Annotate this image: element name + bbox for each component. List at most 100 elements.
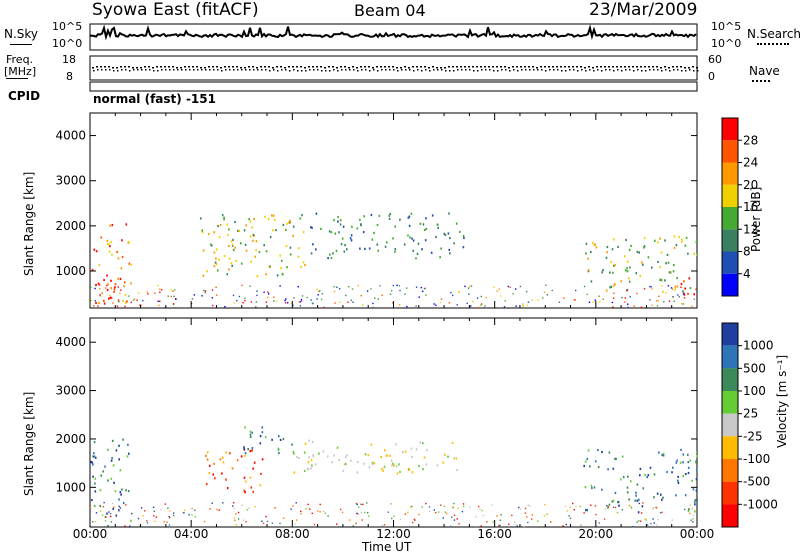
power-cell xyxy=(282,273,284,276)
power-cell xyxy=(106,239,109,242)
velocity-cell xyxy=(587,449,590,452)
freq-dot xyxy=(421,70,423,72)
velocity-cell xyxy=(292,450,295,453)
velocity-cell xyxy=(357,461,359,464)
power-cell xyxy=(663,301,665,303)
velocity-cell xyxy=(346,454,348,457)
nsky-label: N.Sky xyxy=(4,27,39,41)
velocity-cell xyxy=(428,506,431,508)
velocity-cell xyxy=(689,504,691,506)
power-cell xyxy=(664,239,666,242)
velocity-cell xyxy=(249,450,252,453)
power-cell xyxy=(109,245,111,248)
power-cell xyxy=(330,256,333,260)
power-cell xyxy=(592,301,595,303)
freq-dot xyxy=(617,69,619,71)
nave-dot xyxy=(564,66,566,68)
power-cell xyxy=(687,292,689,295)
velocity-cell xyxy=(452,506,454,508)
nave-dot xyxy=(96,66,98,68)
power-cell xyxy=(200,217,202,220)
velocity-cell xyxy=(236,459,239,462)
power-cell xyxy=(288,221,290,224)
velocity-cell xyxy=(412,521,414,524)
velocity-cell xyxy=(319,511,321,513)
velocity-cell xyxy=(182,511,184,514)
nave-dot xyxy=(116,67,118,69)
freq-dot xyxy=(521,69,523,71)
nave-dot xyxy=(520,66,522,68)
velocity-cell xyxy=(308,455,310,459)
velocity-cell xyxy=(456,518,458,520)
power-cell xyxy=(282,223,285,226)
power-cell xyxy=(284,299,286,302)
velocity-cell xyxy=(168,524,171,526)
freq-tick-bottom: 8 xyxy=(66,70,73,83)
power-cell xyxy=(472,300,474,303)
power-cell xyxy=(285,228,287,231)
freq-dot xyxy=(533,69,535,71)
power-cell xyxy=(463,236,465,240)
nave-dot xyxy=(376,66,378,68)
velocity-cell xyxy=(444,453,446,456)
freq-dot xyxy=(581,69,583,71)
velocity-cell xyxy=(213,462,215,465)
velocity-cell xyxy=(453,502,455,505)
nave-dot xyxy=(316,66,318,68)
power-cell xyxy=(112,302,114,304)
velocity-cell xyxy=(568,515,570,517)
velocity-cell xyxy=(671,519,673,521)
velocity-cell xyxy=(573,509,575,511)
freq-dot xyxy=(693,70,695,72)
power-cell xyxy=(106,288,109,292)
velocity-cell xyxy=(153,515,155,517)
nave-dot xyxy=(640,66,642,68)
power-cell xyxy=(120,267,123,270)
power-cell xyxy=(108,250,111,253)
power-cell xyxy=(399,218,401,221)
power-cell xyxy=(651,266,653,269)
power-cell xyxy=(116,305,119,307)
power-cell xyxy=(280,259,283,262)
power-cell xyxy=(243,229,246,232)
velocity-cell xyxy=(381,524,383,527)
velocity-cell xyxy=(529,505,531,507)
velocity-colorbar-segment xyxy=(722,459,738,482)
power-cell xyxy=(484,305,486,307)
power-cell xyxy=(114,283,117,286)
power-cell xyxy=(376,224,379,227)
power-cell xyxy=(289,219,291,222)
power-cell xyxy=(98,283,101,286)
velocity-cell xyxy=(656,492,659,495)
power-cell xyxy=(350,299,352,301)
velocity-cell xyxy=(642,487,645,490)
nsearch-tick-bottom: 10^0 xyxy=(711,37,742,50)
velocity-cell xyxy=(293,452,295,455)
power-cell xyxy=(672,270,675,273)
power-cell xyxy=(267,217,270,221)
nave-dot xyxy=(432,66,434,68)
power-cell xyxy=(403,243,406,246)
velocity-cell xyxy=(611,500,614,503)
freq-dot xyxy=(649,69,651,71)
power-cell xyxy=(681,303,683,305)
power-cell xyxy=(203,289,205,292)
power-cell xyxy=(388,214,390,217)
power-cell xyxy=(269,265,271,268)
power-cell xyxy=(659,278,661,281)
power-cell xyxy=(468,293,470,295)
nsearch-legend-line xyxy=(757,43,789,45)
power-cell xyxy=(226,273,229,276)
velocity-cell xyxy=(194,509,196,511)
velocity-cell xyxy=(249,430,252,433)
power-cell xyxy=(128,262,131,265)
power-cell xyxy=(626,270,629,273)
freq-dot xyxy=(689,69,691,71)
power-cell xyxy=(336,286,338,288)
freq-dot xyxy=(133,69,135,71)
power-cell xyxy=(675,244,678,247)
power-cell xyxy=(264,215,266,218)
power-cell xyxy=(226,223,229,226)
power-cell xyxy=(417,242,420,245)
velocity-cell xyxy=(586,510,588,512)
